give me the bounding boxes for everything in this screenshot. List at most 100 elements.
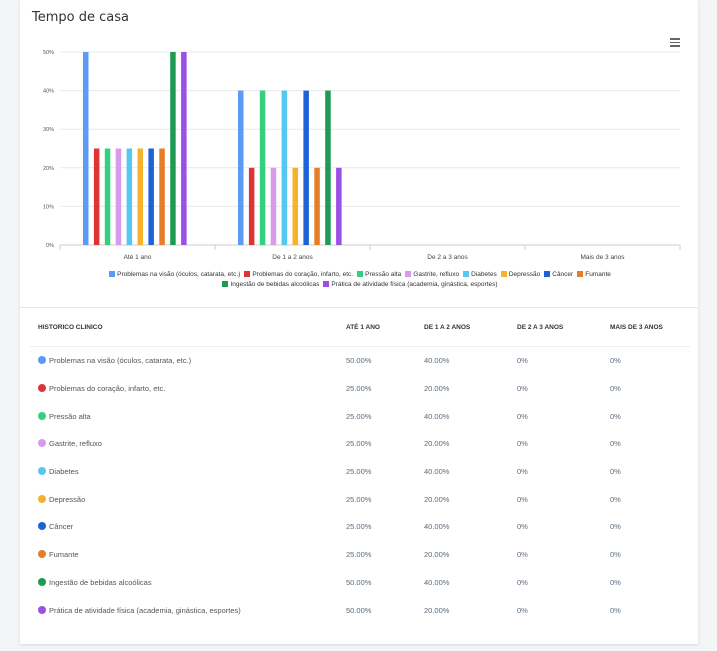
legend-label: Diabetes — [471, 271, 497, 278]
y-tick-label: 30% — [43, 127, 54, 133]
value-cell: 0% — [610, 494, 621, 504]
legend-swatch — [544, 271, 551, 277]
value-cell: 0% — [517, 550, 528, 560]
legend-label: Pressão alta — [365, 271, 402, 278]
value-cell: 0% — [517, 522, 528, 532]
table-row: Prática de atividade física (academia, g… — [30, 596, 690, 624]
row-name: Problemas na visão (óculos, catarata, et… — [49, 356, 192, 366]
color-dot-icon — [38, 467, 46, 476]
legend-swatch — [323, 281, 330, 287]
legend-swatch — [463, 271, 470, 277]
bar — [238, 90, 244, 245]
row-name-cell: Problemas na visão (óculos, catarata, et… — [30, 347, 338, 375]
value-cell: 20.00% — [424, 439, 450, 449]
row-name: Câncer — [49, 522, 74, 532]
bar — [170, 52, 176, 245]
value-cell: 40.00% — [424, 356, 450, 366]
value-cell: 25.00% — [346, 467, 372, 477]
table-row: Fumante 25.00% 20.00% 0% 0% — [30, 541, 690, 569]
legend-item[interactable]: Ingestão de bebidas alcoólicas — [222, 280, 319, 290]
x-tick-label: Até 1 ano — [124, 254, 152, 261]
table-row: Pressão alta 25.00% 40.00% 0% 0% — [30, 402, 690, 430]
row-name-cell: Pressão alta — [30, 402, 338, 430]
row-name-cell: Problemas do coração, infarto, etc. — [30, 375, 338, 403]
legend-item[interactable]: Problemas do coração, infarto, etc. — [244, 270, 353, 280]
table-row: Ingestão de bebidas alcoólicas 50.00% 40.0… — [30, 569, 690, 597]
legend-item[interactable]: Fumante — [577, 270, 611, 280]
legend-label: Prática de atividade física (academia, g… — [331, 281, 498, 288]
value-cell: 0% — [517, 439, 528, 449]
legend-label: Fumante — [585, 271, 611, 278]
legend-item[interactable]: Problemas na visão (óculos, catarata, et… — [109, 270, 240, 280]
bar — [93, 148, 100, 245]
bar — [325, 90, 331, 245]
value-cell: 40.00% — [424, 522, 450, 532]
row-name: Prática de atividade física (academia, g… — [49, 605, 241, 615]
bar — [303, 90, 309, 245]
value-cell: 0% — [610, 522, 621, 532]
bar — [259, 90, 266, 245]
chart-title: Tempo de casa — [32, 10, 129, 25]
row-name: Problemas do coração, infarto, etc. — [49, 384, 166, 394]
table-row: Diabetes 25.00% 40.00% 0% 0% — [30, 458, 690, 486]
legend-item[interactable]: Diabetes — [463, 270, 497, 280]
color-dot-icon — [38, 384, 46, 393]
row-name-cell: Depressão — [30, 485, 338, 513]
value-cell: 25.00% — [346, 494, 372, 504]
bar — [281, 90, 288, 245]
divider — [20, 307, 698, 308]
value-cell: 0% — [610, 384, 621, 394]
table-row: Gastrite, refluxo 25.00% 20.00% 0% 0% — [30, 430, 690, 458]
hamburger-menu-icon[interactable] — [670, 38, 680, 47]
bar — [104, 148, 111, 245]
value-cell: 25.00% — [346, 384, 372, 394]
value-cell: 0% — [610, 467, 621, 477]
color-dot-icon — [38, 439, 46, 448]
row-name-cell: Diabetes — [30, 458, 338, 486]
header-2-a-3-anos: DE 2 A 3 ANOS — [509, 308, 602, 347]
value-cell: 20.00% — [424, 494, 450, 504]
row-name-cell: Câncer — [30, 513, 338, 541]
clinical-history-table: HISTORICO CLINICO ATÉ 1 ANO DE 1 A 2 ANO… — [20, 308, 698, 624]
value-cell: 20.00% — [424, 605, 450, 615]
legend-item[interactable]: Câncer — [544, 270, 573, 280]
table-row: Problemas do coração, infarto, etc. 25.00… — [30, 375, 690, 403]
row-name-cell: Fumante — [30, 541, 338, 569]
value-cell: 0% — [610, 605, 621, 615]
value-cell: 40.00% — [424, 577, 450, 587]
value-cell: 0% — [517, 467, 528, 477]
header-ate-1-ano: ATÉ 1 ANO — [338, 308, 416, 347]
bar — [126, 148, 133, 245]
bar — [270, 167, 277, 245]
row-name-cell: Gastrite, refluxo — [30, 430, 338, 458]
color-dot-icon — [38, 411, 46, 420]
value-cell: 0% — [517, 411, 528, 421]
color-dot-icon — [38, 522, 46, 531]
legend-item[interactable]: Depressão — [500, 270, 540, 280]
bar — [248, 167, 255, 245]
row-name: Gastrite, refluxo — [49, 439, 102, 449]
legend-swatch — [357, 271, 364, 277]
value-cell: 25.00% — [346, 522, 372, 532]
bar — [148, 148, 154, 245]
legend-item[interactable]: Pressão alta — [357, 270, 401, 280]
bar-chart: 0% 10% 20% 30% 40% 50% Até 1 ano De 1 a 2 anos D… — [43, 50, 681, 261]
value-cell: 0% — [517, 605, 528, 615]
bar — [115, 148, 122, 245]
legend-item[interactable]: Gastrite, refluxo — [405, 270, 459, 280]
legend-swatch — [244, 271, 251, 277]
legend-swatch — [405, 271, 412, 277]
legend-label: Problemas na visão (óculos, catarata, et… — [117, 271, 241, 278]
row-name: Pressão alta — [49, 411, 91, 421]
color-dot-icon — [38, 356, 46, 365]
value-cell: 0% — [517, 494, 528, 504]
value-cell: 40.00% — [424, 467, 450, 477]
value-cell: 0% — [610, 411, 621, 421]
header-historico: HISTORICO CLINICO — [30, 308, 338, 347]
legend-item[interactable]: Prática de atividade física (academia, g… — [323, 280, 498, 290]
bar — [181, 52, 187, 245]
value-cell: 0% — [610, 356, 621, 366]
value-cell: 0% — [610, 439, 621, 449]
table-row: Câncer 25.00% 40.00% 0% 0% — [30, 513, 690, 541]
legend-label: Gastrite, refluxo — [413, 271, 460, 278]
